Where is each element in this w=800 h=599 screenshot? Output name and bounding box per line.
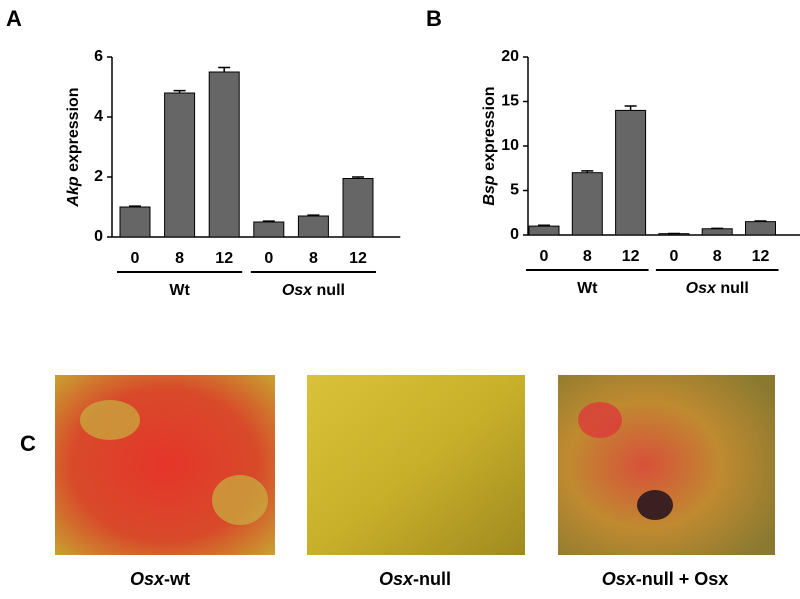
- group-label: Osx null: [282, 282, 345, 299]
- y-tick-label: 20: [501, 48, 519, 65]
- y-tick-label: 5: [510, 182, 519, 199]
- error-bar: [538, 224, 550, 227]
- image-caption: Osx-null: [379, 569, 451, 589]
- group-label: Osx null: [686, 280, 749, 297]
- y-axis-label-part: Bsp: [481, 175, 498, 205]
- y-tick-label: 15: [501, 93, 519, 110]
- y-tick-label: 0: [510, 226, 519, 243]
- image-caption-part: Osx: [602, 569, 637, 589]
- error-bar: [129, 205, 141, 207]
- error-bar: [754, 220, 767, 222]
- x-tick-label: 8: [713, 248, 722, 265]
- bar: [208, 71, 240, 238]
- bar: [745, 221, 776, 236]
- image-caption: Osx-wt: [130, 569, 190, 589]
- micrograph-detail: [212, 475, 268, 525]
- group-label-part: Osx: [282, 282, 313, 299]
- micrograph: [307, 375, 525, 555]
- image-caption-part: -null: [413, 569, 451, 589]
- panel-label: B: [426, 6, 442, 31]
- x-tick-label: 0: [131, 250, 140, 267]
- y-axis-label-part: Akp: [65, 176, 82, 207]
- micrograph-detail: [80, 400, 140, 440]
- bar: [164, 92, 196, 238]
- panel-label: C: [20, 431, 36, 456]
- bar: [701, 228, 733, 236]
- group-label: Wt: [577, 280, 598, 297]
- x-tick-label: 12: [349, 250, 367, 267]
- bar: [615, 109, 647, 236]
- bar: [119, 206, 151, 238]
- y-tick-label: 2: [94, 168, 103, 185]
- bar: [342, 178, 374, 238]
- group-label-part: Osx: [686, 280, 717, 297]
- image-caption-part: -null + Osx: [636, 569, 729, 589]
- bar: [528, 225, 560, 236]
- error-bar: [307, 214, 320, 216]
- image-caption-part: Osx: [379, 569, 414, 589]
- x-tick-label: 12: [215, 250, 233, 267]
- micrograph: [558, 375, 775, 555]
- group-label: Wt: [169, 282, 190, 299]
- y-tick-label: 6: [94, 48, 103, 65]
- x-tick-label: 8: [175, 250, 184, 267]
- bar: [571, 172, 603, 236]
- image-caption-part: -wt: [164, 569, 190, 589]
- image-caption-part: Osx: [130, 569, 165, 589]
- x-tick-label: 0: [540, 248, 549, 265]
- panel-label: A: [6, 6, 22, 31]
- group-label-part: null: [716, 280, 749, 297]
- x-tick-label: 8: [309, 250, 318, 267]
- x-tick-label: 8: [583, 248, 592, 265]
- y-axis-label: Akp expression: [65, 87, 82, 207]
- x-tick-label: 0: [264, 250, 273, 267]
- y-tick-label: 10: [501, 137, 519, 154]
- error-bar: [262, 220, 275, 222]
- error-bar: [218, 66, 231, 72]
- bar: [253, 221, 285, 238]
- error-bar: [173, 89, 186, 93]
- micrograph: [55, 375, 275, 555]
- bar: [297, 215, 329, 238]
- y-tick-label: 4: [94, 108, 103, 125]
- y-tick-label: 0: [94, 228, 103, 245]
- x-tick-label: 12: [622, 248, 640, 265]
- error-bar: [352, 176, 364, 179]
- x-tick-label: 0: [669, 248, 678, 265]
- micrograph-detail: [637, 490, 673, 520]
- x-tick-label: 12: [752, 248, 770, 265]
- y-axis-label: Bsp expression: [481, 86, 498, 205]
- y-axis-label-part: expression: [65, 87, 82, 176]
- micrograph-detail: [578, 402, 622, 438]
- y-axis-label-part: expression: [481, 86, 498, 175]
- group-label-part: null: [312, 282, 345, 299]
- error-bar: [581, 170, 594, 173]
- error-bar: [624, 105, 637, 111]
- image-caption: Osx-null + Osx: [602, 569, 729, 589]
